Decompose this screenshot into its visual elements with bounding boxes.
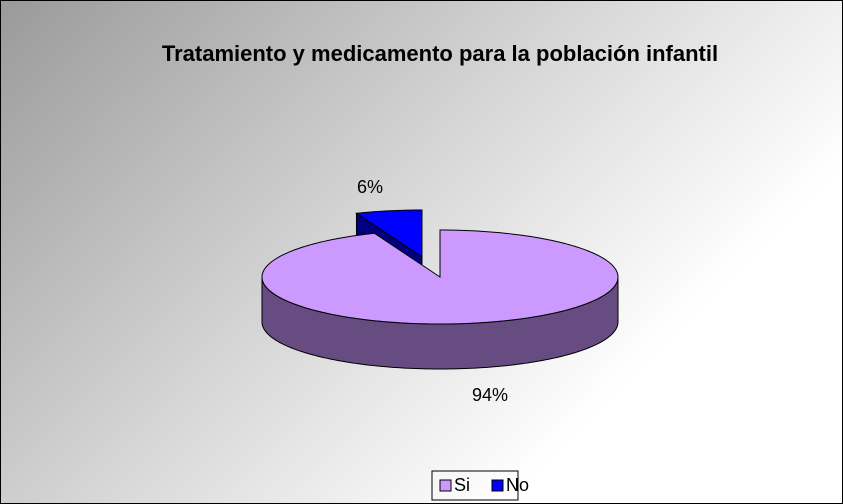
legend-label: No [506,475,529,495]
data-label: 94% [472,385,508,405]
legend-swatch [491,479,504,492]
slice [261,229,619,325]
legend-label: Si [454,475,470,495]
data-label: 6% [357,177,383,197]
chart-title: Tratamiento y medicamento para la poblac… [161,41,719,66]
legend-swatch [439,479,452,492]
legend [431,470,519,501]
slice [355,209,423,258]
